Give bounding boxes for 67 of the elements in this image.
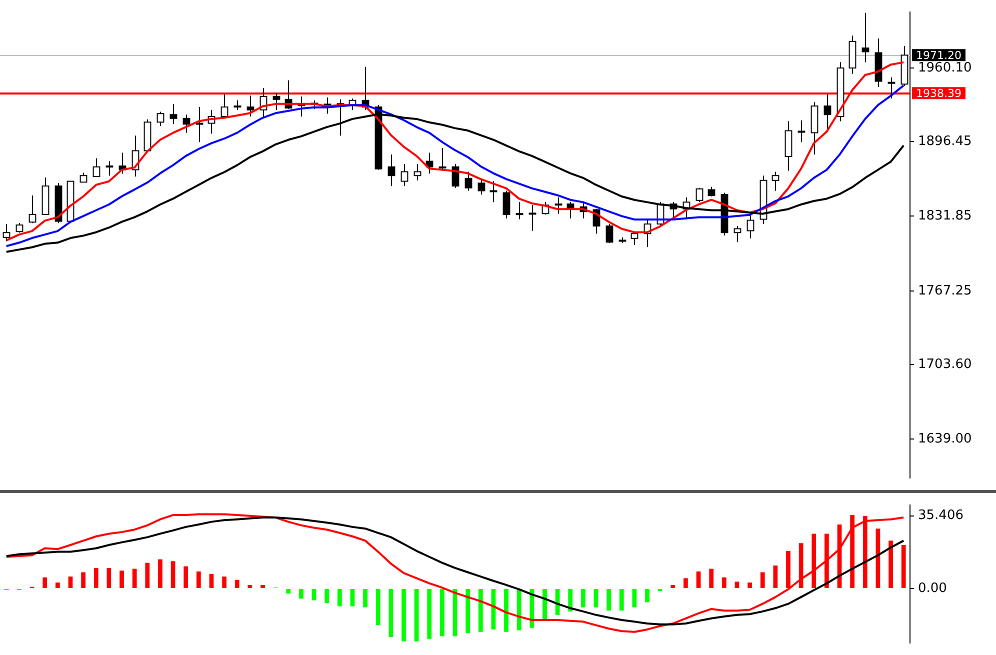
ref-line-label: 1971.20 xyxy=(916,49,962,62)
bar xyxy=(94,568,98,588)
bar xyxy=(516,588,522,630)
y-tick-label: 0.00 xyxy=(918,580,947,596)
bar xyxy=(42,577,48,588)
y-tick-label: 1896.45 xyxy=(918,134,972,149)
bar xyxy=(901,544,906,588)
bar xyxy=(312,588,316,600)
bar xyxy=(388,588,394,638)
bar xyxy=(324,588,330,604)
bar xyxy=(376,588,380,626)
bar xyxy=(196,571,201,588)
bar xyxy=(209,574,214,588)
bar xyxy=(145,562,150,588)
bar xyxy=(260,584,265,588)
y-tick-label: 1703.60 xyxy=(918,356,972,372)
bar xyxy=(170,561,176,588)
bar xyxy=(106,568,112,588)
bar xyxy=(299,588,304,599)
bar xyxy=(466,588,470,633)
bar xyxy=(594,588,598,608)
bar xyxy=(645,588,650,602)
bar xyxy=(760,572,765,588)
bar xyxy=(120,570,124,588)
bar xyxy=(542,588,547,620)
bar xyxy=(504,588,508,632)
bar xyxy=(350,588,355,606)
bar xyxy=(812,534,816,588)
bar xyxy=(440,588,444,636)
bar xyxy=(234,580,240,588)
bar xyxy=(580,588,586,608)
bar xyxy=(478,588,483,632)
bar xyxy=(888,540,893,588)
bar xyxy=(670,584,676,588)
bar xyxy=(606,588,611,611)
bar xyxy=(722,577,726,588)
bar xyxy=(734,582,740,588)
bar xyxy=(709,568,714,588)
bar xyxy=(363,588,368,608)
bar xyxy=(427,588,432,639)
y-tick-label: 1960.10 xyxy=(918,60,972,76)
bar xyxy=(414,588,419,642)
bar xyxy=(68,576,73,588)
y-tick-label: 1639.00 xyxy=(918,432,972,447)
bar xyxy=(402,588,406,642)
bar xyxy=(748,582,752,588)
bar xyxy=(696,571,701,588)
bar xyxy=(158,559,162,588)
bar xyxy=(824,534,829,588)
bar xyxy=(132,568,137,588)
bar xyxy=(862,516,868,588)
bar xyxy=(222,576,226,588)
bar xyxy=(632,588,637,608)
bar xyxy=(81,572,86,588)
bar xyxy=(286,588,291,594)
y-tick-label: 35.406 xyxy=(918,508,964,524)
y-tick-label: 1767.25 xyxy=(918,283,972,298)
bar xyxy=(337,588,342,606)
ref-line-label: 1938.39 xyxy=(916,86,962,100)
bar xyxy=(684,578,688,588)
bar xyxy=(248,584,252,588)
bar xyxy=(619,588,624,611)
y-tick-label: 1831.85 xyxy=(918,208,972,224)
bar xyxy=(55,582,60,588)
bar xyxy=(786,550,790,588)
bar xyxy=(773,565,778,588)
bar xyxy=(184,566,188,588)
